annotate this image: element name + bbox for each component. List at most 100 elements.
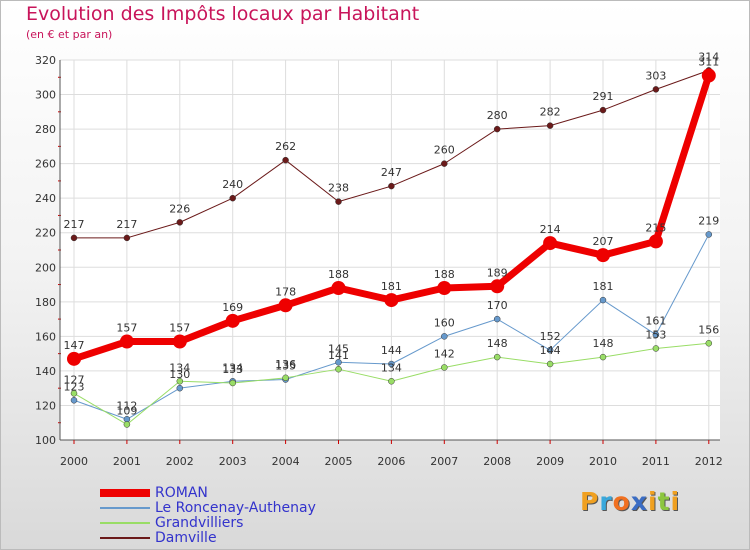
data-point xyxy=(70,234,78,242)
data-label: 134 xyxy=(222,361,243,374)
legend-swatch xyxy=(100,489,150,497)
x-tick-label: 2000 xyxy=(60,455,88,468)
chart-legend: ROMAN Le Roncenay-Authenay Grandvilliers Da… xyxy=(100,486,400,546)
data-point xyxy=(176,378,184,385)
data-label: 135 xyxy=(275,360,296,373)
data-label: 134 xyxy=(169,361,190,374)
data-label: 133 xyxy=(222,363,243,376)
data-point xyxy=(437,281,452,295)
x-tick-label: 2005 xyxy=(325,455,353,468)
data-point xyxy=(652,86,660,93)
y-tick-label: 180 xyxy=(35,296,56,309)
data-label: 238 xyxy=(328,182,349,195)
data-point xyxy=(384,293,399,308)
data-point xyxy=(123,234,131,242)
y-tick-label: 260 xyxy=(35,158,56,171)
data-point xyxy=(123,421,131,428)
data-label: 161 xyxy=(645,315,666,328)
data-label: 240 xyxy=(222,178,243,191)
data-label: 214 xyxy=(540,223,561,236)
data-point xyxy=(229,194,236,202)
chart-subtitle: (en € et par an) xyxy=(26,28,113,41)
data-label: 247 xyxy=(381,166,402,179)
data-label: 156 xyxy=(698,323,719,336)
logo-letter: i xyxy=(670,487,681,516)
x-tick-label: 2012 xyxy=(695,455,723,468)
legend-item: ROMAN xyxy=(100,486,400,501)
data-point xyxy=(596,248,610,263)
data-label: 157 xyxy=(116,322,137,335)
x-tick-label: 2003 xyxy=(219,455,247,468)
proxiti-logo: Proxiti xyxy=(580,487,680,516)
data-label: 181 xyxy=(381,280,402,293)
x-tick-label: 2010 xyxy=(589,455,617,468)
y-tick-label: 140 xyxy=(35,365,56,378)
data-label: 160 xyxy=(434,316,455,329)
data-label: 109 xyxy=(116,404,137,417)
data-point xyxy=(652,331,660,338)
data-label: 280 xyxy=(487,109,508,122)
x-tick-label: 2009 xyxy=(536,455,564,468)
legend-label: ROMAN xyxy=(155,485,208,501)
legend-swatch xyxy=(100,507,150,509)
data-point xyxy=(176,384,184,392)
legend-label: Damville xyxy=(155,530,217,546)
y-tick-label: 220 xyxy=(35,227,56,240)
data-point xyxy=(493,125,501,133)
legend-item: Grandvilliers xyxy=(100,516,400,531)
data-label: 148 xyxy=(593,337,614,350)
x-tick-label: 2007 xyxy=(430,455,458,468)
data-point xyxy=(172,334,187,349)
logo-letter: x xyxy=(630,487,648,516)
data-label: 152 xyxy=(540,330,561,343)
data-point xyxy=(282,374,289,382)
data-point xyxy=(705,340,713,347)
y-tick-label: 280 xyxy=(35,123,56,136)
data-point xyxy=(335,359,342,366)
data-label: 136 xyxy=(275,358,296,371)
data-label: 178 xyxy=(275,285,296,298)
x-tick-label: 2006 xyxy=(377,455,405,468)
legend-label: Le Roncenay-Authenay xyxy=(155,500,316,516)
data-label: 144 xyxy=(540,344,561,357)
data-point xyxy=(335,198,342,205)
data-label: 303 xyxy=(645,69,666,82)
data-point xyxy=(176,219,184,226)
data-label: 226 xyxy=(169,202,190,215)
data-point xyxy=(67,351,81,366)
x-tick-label: 2011 xyxy=(642,455,670,468)
data-point xyxy=(493,353,501,361)
data-point xyxy=(648,234,663,249)
data-point xyxy=(388,182,395,190)
data-point xyxy=(546,122,554,129)
data-point xyxy=(225,313,240,328)
data-point xyxy=(441,364,448,371)
x-tick-label: 2001 xyxy=(113,455,141,468)
data-label: 217 xyxy=(64,218,85,231)
data-label: 112 xyxy=(116,399,137,412)
data-point xyxy=(701,68,716,83)
data-point xyxy=(70,390,78,397)
data-label: 262 xyxy=(275,140,296,153)
data-point xyxy=(490,279,505,294)
data-point xyxy=(229,379,236,387)
data-label: 181 xyxy=(593,280,614,293)
y-tick-label: 120 xyxy=(35,399,56,412)
data-point xyxy=(70,397,78,404)
data-label: 188 xyxy=(328,268,349,281)
chart-title: Evolution des Impôts locaux par Habitant xyxy=(26,3,420,25)
data-label: 311 xyxy=(698,56,719,69)
data-point xyxy=(705,231,713,238)
data-label: 188 xyxy=(434,268,455,281)
data-point xyxy=(599,296,607,304)
data-point xyxy=(546,346,554,354)
legend-item: Le Roncenay-Authenay xyxy=(100,501,400,516)
data-label: 219 xyxy=(698,214,719,227)
data-point xyxy=(388,360,395,368)
data-point xyxy=(599,106,607,114)
data-point xyxy=(441,333,448,340)
data-point xyxy=(335,365,342,373)
data-label: 142 xyxy=(434,347,455,360)
logo-letter: t xyxy=(657,487,671,516)
